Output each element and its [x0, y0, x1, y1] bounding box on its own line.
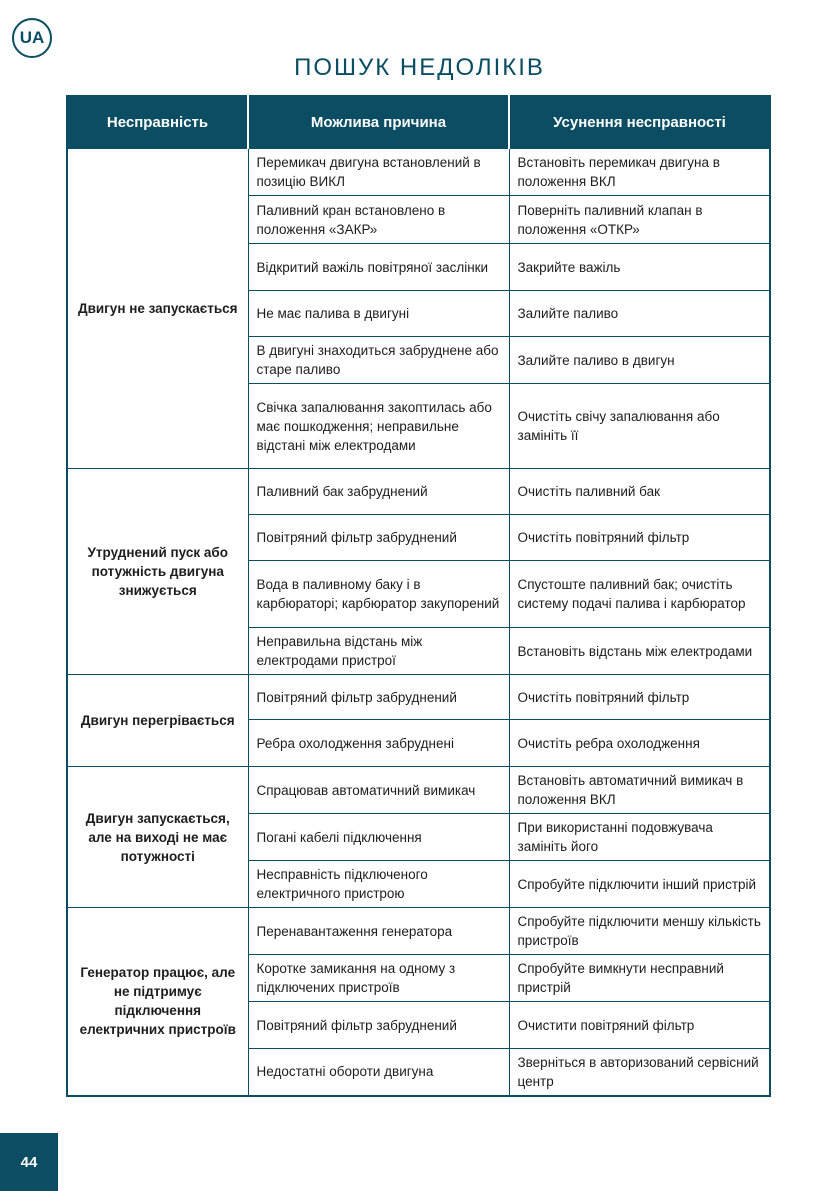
cause-cell: Спрацював автоматичний вимикач: [247, 766, 510, 814]
fix-cell: Встановіть відстань між електродами: [508, 627, 771, 675]
fix-cell: Очистити повітряний фільтр: [508, 1001, 771, 1049]
header-fault: Несправність: [67, 96, 248, 149]
cause-cell: Повітряний фільтр забруднений: [247, 514, 510, 561]
fix-cell: Очистіть повітряний фільтр: [508, 674, 771, 720]
fix-cell: Встановіть автоматичний вимикач в положе…: [508, 766, 771, 814]
table-row: Несправність підключеного електричного п…: [67, 860, 771, 908]
fix-cell: Залийте паливо в двигун: [508, 336, 771, 384]
fix-cell: Закрийте важіль: [508, 243, 771, 291]
fix-cell: Очистіть ребра охолодження: [508, 719, 771, 767]
cause-cell: Недостатні обороти двигуна: [247, 1048, 510, 1096]
fix-cell: Спробуйте підключити інший пристрій: [508, 860, 771, 908]
cause-cell: Свічка запалювання закоптилась або має п…: [247, 383, 510, 469]
fix-cell: Встановіть перемикач двигуна в положення…: [508, 148, 771, 196]
table-row: Ребра охолодження забруднені Очистіть реб…: [67, 719, 771, 767]
cause-cell: Перенавантаження генератора: [247, 907, 510, 955]
fix-cell: При використанні подовжувача замініть йо…: [508, 813, 771, 861]
fix-cell: Залийте паливо: [508, 290, 771, 337]
page-title: ПОШУК НЕДОЛІКІВ: [294, 54, 545, 81]
cause-cell: Погані кабелі підключення: [247, 813, 510, 861]
table-row: Двигун не запускається Перемикач двигуна …: [66, 148, 771, 469]
fix-cell: Спробуйте вимкнути несправний пристрій: [508, 954, 771, 1002]
table-row: В двигуні знаходиться забруднене або ста…: [67, 336, 771, 384]
language-badge: UA: [12, 18, 52, 58]
table-row: Вода в паливному баку і в карбюраторі; к…: [67, 560, 771, 628]
table-row: Свічка запалювання закоптилась або має п…: [67, 383, 771, 469]
table-row: Недостатні обороти двигуна Зверніться в а…: [67, 1048, 771, 1096]
header-fix: Усунення несправності: [508, 96, 770, 149]
cause-cell: Ребра охолодження забруднені: [247, 719, 510, 767]
fix-cell: Спробуйте підключити меншу кількість при…: [508, 907, 771, 955]
cause-cell: Неправильна відстань між електродами при…: [247, 627, 510, 675]
fix-cell: Очистіть свічу запалювання або замініть …: [508, 383, 771, 469]
table-row: Погані кабелі підключення При використанн…: [67, 813, 771, 861]
table-row: Повітряний фільтр забруднений Очистити по…: [67, 1001, 771, 1049]
table-row: Генератор працює, але не підтримує підкл…: [66, 907, 771, 1096]
fault-cell: Двигун запускається, але на виході не ма…: [66, 766, 249, 908]
cause-cell: В двигуні знаходиться забруднене або ста…: [247, 336, 510, 384]
fix-cell: Очистіть паливний бак: [508, 468, 771, 515]
header-cause: Можлива причина: [247, 96, 509, 149]
table-header-row: Несправність Можлива причина Усунення не…: [67, 96, 770, 149]
cause-cell: Перемикач двигуна встановлений в позицію…: [247, 148, 510, 196]
cause-cell: Паливний кран встановлено в положення «З…: [247, 195, 510, 244]
cause-cell: Не має палива в двигуні: [247, 290, 510, 337]
table-row: Утруднений пуск або потужність двигуна з…: [66, 468, 771, 675]
table-row: Двигун перегрівається Повітряний фільтр з…: [66, 674, 771, 767]
fault-cell: Двигун не запускається: [66, 148, 249, 469]
table-row: Паливний кран встановлено в положення «З…: [67, 195, 771, 244]
page-number: 44: [0, 1133, 58, 1191]
fault-cell: Двигун перегрівається: [66, 674, 249, 767]
fix-cell: Спустоште паливний бак; очистіть систему…: [508, 560, 771, 628]
cause-cell: Паливний бак забруднений: [247, 468, 510, 515]
troubleshooting-table: Несправність Можлива причина Усунення не…: [66, 95, 771, 1097]
table-row: Двигун запускається, але на виході не ма…: [66, 766, 771, 908]
cause-cell: Несправність підключеного електричного п…: [247, 860, 510, 908]
cause-cell: Вода в паливному баку і в карбюраторі; к…: [247, 560, 510, 628]
table-row: Коротке замикання на одному з підключени…: [67, 954, 771, 1002]
table-row: Не має палива в двигуні Залийте паливо: [67, 290, 771, 337]
fault-cell: Генератор працює, але не підтримує підкл…: [66, 907, 249, 1096]
table-row: Неправильна відстань між електродами при…: [67, 627, 771, 675]
fix-cell: Поверніть паливний клапан в положення «О…: [508, 195, 771, 244]
cause-cell: Відкритий важіль повітряної заслінки: [247, 243, 510, 291]
fault-cell: Утруднений пуск або потужність двигуна з…: [66, 468, 249, 675]
cause-cell: Коротке замикання на одному з підключени…: [247, 954, 510, 1002]
table-row: Відкритий важіль повітряної заслінки Закр…: [67, 243, 771, 291]
fix-cell: Зверніться в авторизований сервісний цен…: [508, 1048, 771, 1096]
cause-cell: Повітряний фільтр забруднений: [247, 674, 510, 720]
fix-cell: Очистіть повітряний фільтр: [508, 514, 771, 561]
cause-cell: Повітряний фільтр забруднений: [247, 1001, 510, 1049]
